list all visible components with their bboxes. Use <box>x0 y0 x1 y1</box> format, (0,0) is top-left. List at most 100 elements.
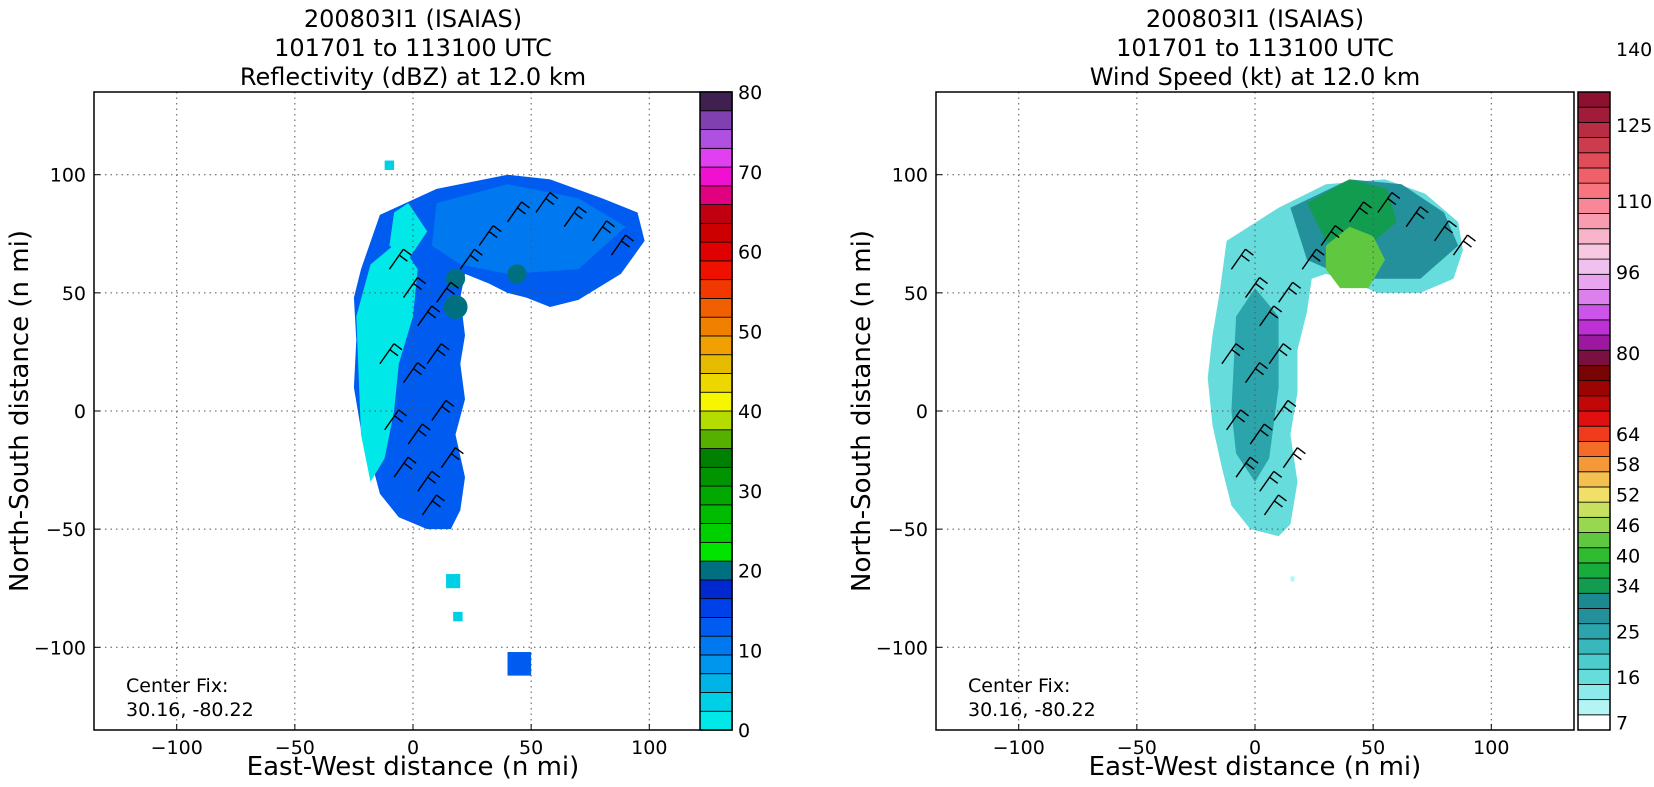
colorbar-tick-label: 34 <box>1616 576 1640 598</box>
x-tick-label: −50 <box>1117 737 1157 759</box>
colorbar-swatch <box>699 147 733 168</box>
colorbar-swatch <box>699 204 733 224</box>
colorbar-swatch <box>699 598 733 618</box>
colorbar-swatch <box>699 129 733 149</box>
y-tick-label: 0 <box>74 401 86 423</box>
wind-barb <box>1259 470 1283 492</box>
colorbar-swatch <box>1577 365 1611 382</box>
colorbar-tick-label: 58 <box>1616 454 1640 476</box>
colorbar-frame <box>699 91 733 731</box>
colorbar-swatch <box>1577 243 1611 260</box>
colorbar-swatch <box>699 373 733 393</box>
colorbar-tick-label: 40 <box>738 401 762 423</box>
x-axis-label: East-West distance (n mi) <box>247 752 580 782</box>
colorbar-tick-label: 125 <box>1616 115 1652 137</box>
wind-speck <box>1290 576 1295 582</box>
center-fix-label: Center Fix: <box>126 675 228 697</box>
wind-barb <box>1282 447 1306 469</box>
wind-barb <box>388 248 412 270</box>
y-axis-ticks: −100 −50 0 50 100 <box>34 165 100 659</box>
colorbar-swatch <box>699 504 733 524</box>
y-axis-label: North-South distance (n mi) <box>847 230 877 592</box>
colorbar-swatch <box>699 560 733 581</box>
echo-core <box>443 295 468 320</box>
center-fix-coords: 30.16, -80.22 <box>968 699 1096 721</box>
wind-barb <box>436 281 460 303</box>
colorbar-swatch <box>699 541 733 562</box>
wind-barb <box>1244 362 1268 384</box>
wind-barb <box>1226 409 1250 431</box>
y-tick-label: 50 <box>62 283 86 305</box>
colorbar-swatch <box>699 279 733 299</box>
colorbar-tick-label: 70 <box>738 162 762 184</box>
colorbar-swatch <box>1577 334 1611 351</box>
wind-barb <box>417 470 441 492</box>
colorbar-swatch <box>1577 121 1611 138</box>
x-tick-label: 50 <box>1361 737 1385 759</box>
echo-core <box>507 264 527 284</box>
wind-barb <box>1348 201 1372 223</box>
colorbar-swatch <box>699 692 733 712</box>
wind-barb <box>1244 277 1268 298</box>
colorbar-tick-label: 110 <box>1616 191 1652 213</box>
wind-barb <box>563 206 587 228</box>
colorbar-swatch <box>699 710 733 731</box>
colorbar-tick-label: 140 <box>1616 39 1652 61</box>
colorbar-frame <box>1577 91 1611 731</box>
wind-barb <box>1268 343 1292 365</box>
reflectivity-field <box>353 160 645 676</box>
wind-barb <box>459 248 483 270</box>
colorbar-swatch <box>699 466 733 487</box>
colorbar-swatch <box>1577 152 1611 169</box>
colorbar-swatch <box>1577 425 1611 442</box>
wind-barb <box>1263 494 1287 516</box>
y-axis-ticks: −100 −50 0 50 100 <box>876 165 942 659</box>
wind-barb <box>1278 281 1302 303</box>
colorbar-swatch <box>699 523 733 543</box>
colorbar-swatch <box>1577 516 1611 533</box>
colorbar-tick-label: 64 <box>1616 424 1640 446</box>
center-fix-label: Center Fix: <box>968 675 1070 697</box>
colorbar-swatch <box>1577 608 1611 625</box>
colorbar-swatch <box>699 222 733 243</box>
wind-barb <box>1235 456 1259 478</box>
colorbar-swatch <box>1577 486 1611 503</box>
colorbar-swatch <box>1577 137 1611 154</box>
y-tick-label: 100 <box>892 165 928 187</box>
colorbar-tick-label: 52 <box>1616 485 1640 507</box>
colorbar-swatch <box>699 448 733 468</box>
y-tick-label: 50 <box>904 283 928 305</box>
reflectivity-colorbar: 0 10 20 30 40 50 60 70 80 <box>699 82 762 742</box>
colorbar-swatch <box>699 335 733 356</box>
colorbar-tick-label: 30 <box>738 481 762 503</box>
wind-barb <box>478 225 502 246</box>
colorbar-tick-label: 96 <box>1616 262 1640 284</box>
echo-region <box>431 184 626 274</box>
wind-barb <box>1377 191 1401 213</box>
colorbar-swatch <box>699 298 733 318</box>
colorbar-tick-label: 40 <box>1616 545 1640 567</box>
panel-title-line-3: Wind Speed (kt) at 12.0 km <box>1090 63 1421 91</box>
wind-barb <box>440 447 464 469</box>
colorbar-swatch <box>699 410 733 431</box>
grid-lines <box>94 92 732 730</box>
colorbar-swatch <box>1577 623 1611 640</box>
x-axis-ticks: −100 −50 0 50 100 <box>993 724 1509 759</box>
colorbar-swatch <box>699 185 733 205</box>
wind-barb <box>421 494 445 516</box>
colorbar-swatch <box>699 91 733 112</box>
colorbar-swatch <box>699 485 733 506</box>
colorbar-swatch <box>1577 319 1611 336</box>
colorbar-tick-label: 60 <box>738 242 762 264</box>
wind-speed-colorbar: 716253440465258648096110125140155 <box>1577 39 1652 734</box>
colorbar-swatch <box>1577 562 1611 579</box>
x-tick-label: −100 <box>151 737 203 759</box>
wind-barb <box>1405 206 1429 228</box>
wind-barb <box>1249 423 1273 445</box>
wind-barb <box>506 201 530 223</box>
colorbar-swatch <box>1577 653 1611 670</box>
colorbar-swatch <box>1577 714 1611 731</box>
wind-barb <box>1301 248 1325 270</box>
colorbar-swatch <box>1577 699 1611 716</box>
